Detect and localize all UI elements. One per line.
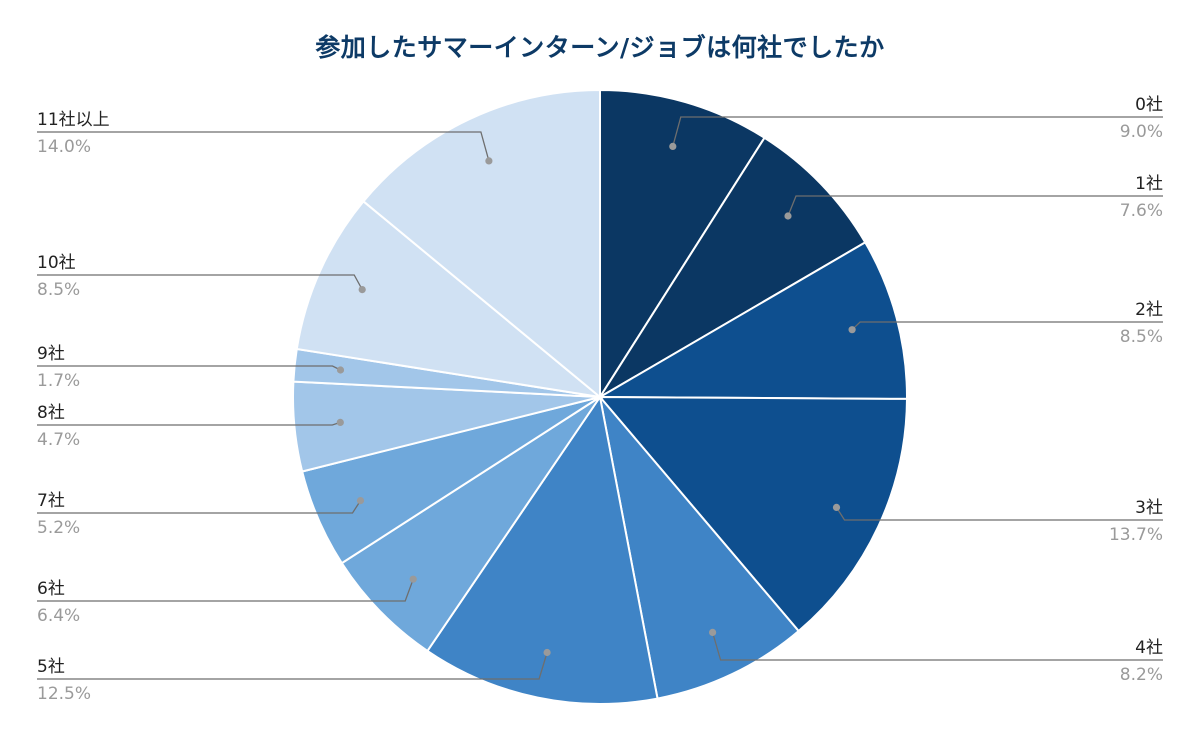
slice-percent-label-11: 14.0% (37, 137, 91, 157)
leader-line-1 (787, 195, 1163, 217)
pie-slice-3 (597, 395, 908, 633)
slice-name-label-6: 6社 (37, 579, 65, 599)
leader-dot-4 (709, 628, 717, 637)
leader-dot-5 (543, 648, 551, 657)
leader-line-6 (37, 578, 414, 602)
leader-line-5 (37, 652, 548, 680)
slice-name-label-9: 9社 (37, 344, 65, 364)
slice-percent-label-10: 8.5% (37, 280, 80, 300)
slice-name-label-5: 5社 (37, 657, 65, 677)
slice-percent-label-9: 1.7% (37, 371, 80, 391)
leader-line-3 (835, 507, 1163, 521)
slice-name-label-0: 0社 (1135, 95, 1163, 115)
leader-dot-11 (485, 157, 493, 165)
pie-slice-2 (596, 241, 908, 400)
slice-percent-label-1: 7.6% (1120, 201, 1163, 221)
leader-dot-2 (848, 326, 856, 334)
pie-slice-6 (340, 396, 601, 653)
slice-name-label-3: 3社 (1135, 498, 1163, 518)
slice-name-label-7: 7社 (37, 491, 65, 511)
leader-line-0 (672, 116, 1163, 147)
leader-line-11 (37, 131, 490, 162)
pie-slice-4 (598, 393, 801, 700)
leader-dot-1 (784, 212, 792, 220)
leader-line-4 (711, 632, 1163, 661)
slice-labels: 0社 9.0% 1社 7.6% 2社 8.5% 3社 13.7% 4社 8.2% 5社 12.5% 6社… (37, 95, 1163, 704)
slice-name-label-10: 10社 (37, 253, 76, 273)
slice-percent-label-8: 4.7% (37, 430, 80, 450)
leader-lines (37, 116, 1163, 680)
slice-percent-label-0: 9.0% (1120, 122, 1163, 142)
chart-title: 参加したサマーインターン/ジョブは何社でしたか (315, 33, 885, 62)
slice-percent-label-7: 5.2% (37, 518, 80, 538)
slice-name-label-11: 11社以上 (37, 110, 110, 130)
pie-slices (292, 88, 908, 705)
slice-percent-label-4: 8.2% (1120, 665, 1163, 685)
slice-name-label-1: 1社 (1135, 174, 1163, 194)
leader-dot-7 (356, 497, 365, 505)
slice-name-label-4: 4社 (1135, 638, 1163, 658)
leader-dot-9 (336, 366, 345, 374)
pie-slice-11 (362, 88, 601, 400)
slice-name-label-8: 8社 (37, 403, 65, 423)
slice-percent-label-2: 8.5% (1120, 327, 1163, 347)
pie-slice-1 (599, 136, 867, 398)
leader-dot-10 (358, 286, 366, 294)
pie-slice-5 (426, 394, 659, 705)
slice-percent-label-6: 6.4% (37, 606, 80, 626)
slice-name-label-2: 2社 (1135, 300, 1163, 320)
slice-percent-label-3: 13.7% (1109, 525, 1163, 545)
leader-line-7 (37, 500, 362, 514)
leader-line-10 (37, 274, 363, 290)
leader-dot-6 (409, 575, 417, 583)
pie-slice-10 (295, 199, 604, 399)
leader-dot-8 (336, 418, 344, 426)
leader-line-2 (851, 321, 1163, 331)
slice-percent-label-5: 12.5% (37, 684, 91, 704)
leader-dot-0 (669, 142, 677, 150)
leader-dot-3 (832, 503, 841, 511)
pie-slice-0 (599, 88, 766, 401)
